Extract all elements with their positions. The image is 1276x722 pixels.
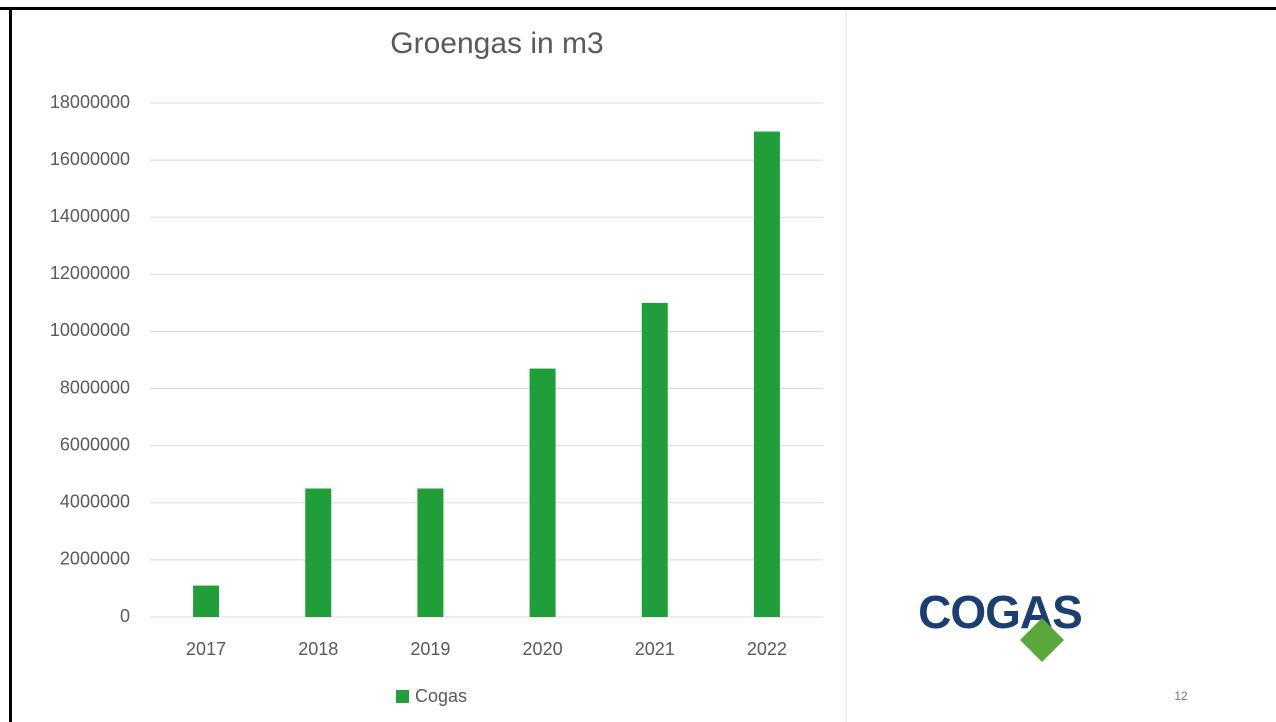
bar: [753, 131, 780, 618]
x-tick-label: 2021: [635, 639, 675, 659]
bar: [641, 302, 668, 617]
y-tick-label: 14000000: [50, 206, 130, 226]
bar: [417, 488, 444, 617]
y-tick-label: 18000000: [50, 92, 130, 112]
logo-text: COGAS: [918, 586, 1082, 638]
bar: [529, 368, 556, 617]
x-tick-label: 2019: [410, 639, 450, 659]
y-tick-label: 8000000: [60, 377, 130, 397]
x-tick-label: 2022: [747, 639, 787, 659]
x-tick-label: 2018: [298, 639, 338, 659]
legend-swatch: [396, 690, 409, 703]
bar: [193, 585, 220, 617]
y-tick-label: 4000000: [60, 492, 130, 512]
logo-diamond: [1020, 618, 1064, 662]
logo: COGAS: [918, 586, 1083, 662]
y-tick-label: 10000000: [50, 320, 130, 340]
top-border: [0, 7, 1276, 10]
left-border: [9, 7, 12, 722]
chart-title: Groengas in m3: [390, 27, 603, 60]
y-tick-label: 12000000: [50, 263, 130, 283]
bar: [305, 488, 332, 617]
y-tick-label: 16000000: [50, 149, 130, 169]
y-tick-label: 2000000: [60, 549, 130, 569]
x-tick-label: 2017: [186, 639, 226, 659]
page-number: 12: [1174, 689, 1188, 703]
y-tick-label: 0: [120, 606, 130, 626]
y-tick-label: 6000000: [60, 434, 130, 454]
legend-label: Cogas: [415, 686, 467, 706]
x-tick-label: 2020: [523, 639, 563, 659]
